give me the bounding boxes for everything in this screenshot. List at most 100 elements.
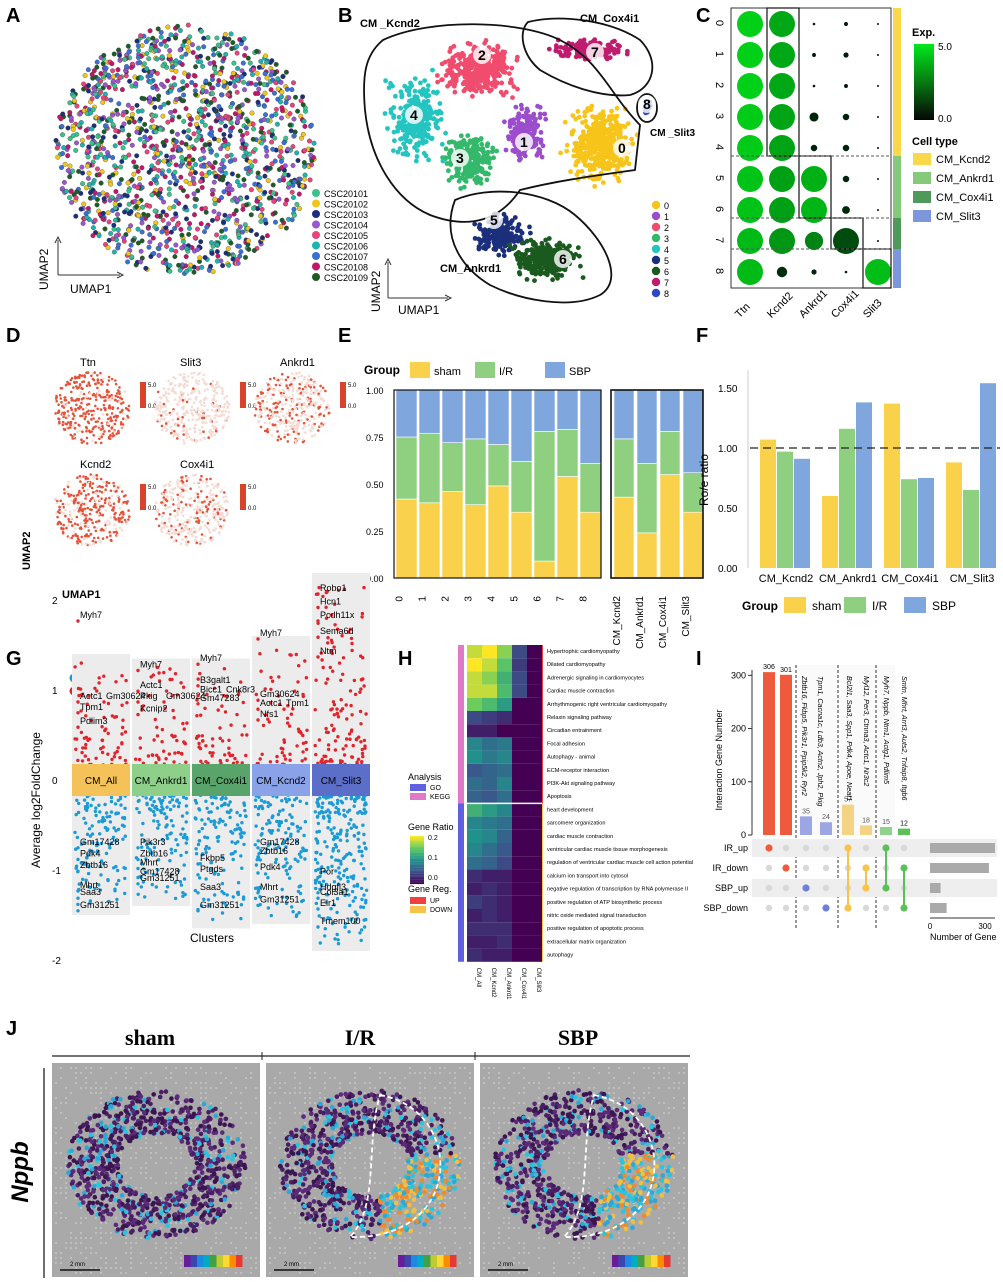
panel-a-cell-point [246, 238, 252, 244]
panel-a-cell-point [59, 186, 65, 192]
panel-a-cell-point [177, 87, 182, 93]
panel-d-cell-point [185, 436, 189, 440]
panel-d-cell-point [215, 420, 218, 424]
panel-b-cell-point [471, 137, 476, 143]
panel-d-cell-point [178, 373, 182, 376]
panel-a-cell-point [67, 174, 73, 180]
panel-b-cell-point [585, 106, 591, 111]
panel-a-cell-point [149, 118, 155, 123]
panel-b-cell-point [402, 83, 408, 89]
panel-c-dot [842, 206, 850, 214]
panel-a-cell-point [142, 121, 148, 127]
panel-d-cell-point [292, 430, 296, 434]
panel-a-cell-point [308, 122, 314, 128]
panel-a-cell-point [251, 205, 256, 211]
panel-a-cell-point [238, 249, 244, 255]
panel-d-cell-point [183, 382, 187, 386]
panel-d-cell-point [209, 420, 212, 424]
panel-b-cell-point [482, 171, 488, 177]
panel-a-cell-point [106, 174, 112, 180]
panel-c-celltype-bar [893, 218, 901, 249]
panel-b-cell-point [509, 65, 515, 71]
panel-a-cell-point [67, 100, 73, 106]
panel-b-cell-point [524, 113, 529, 119]
panel-a-cell-point [147, 232, 153, 238]
panel-c-dot [877, 116, 879, 118]
panel-b-legend-label: 2 [664, 223, 669, 233]
panel-d-cell-point [171, 418, 175, 422]
panel-d-cell-point [186, 375, 190, 378]
panel-a-cell-point [229, 74, 235, 80]
panel-a-cell-point [234, 179, 240, 185]
panel-a-cell-point [256, 64, 262, 70]
panel-c-row-label: 3 [713, 113, 725, 119]
panel-a-ylabel: UMAP2 [37, 248, 51, 290]
panel-a-cell-point [227, 133, 233, 139]
panel-d-cell-point [169, 382, 173, 386]
panel-b-cell-point [401, 141, 407, 147]
panel-a-cell-point [229, 46, 235, 52]
panel-a-cell-point [128, 223, 134, 229]
panel-b-cell-point [430, 116, 436, 121]
panel-d-cell-point [101, 424, 104, 428]
panel-a-cell-point [158, 104, 163, 110]
panel-a-cell-point [105, 245, 111, 251]
panel-b-cell-point [431, 89, 436, 95]
panel-a-cell-point [100, 99, 106, 105]
panel-d-cell-point [96, 407, 99, 411]
panel-d-cell-point [85, 429, 88, 433]
panel-a-cell-point [173, 96, 179, 102]
panel-a-cell-point [275, 76, 281, 82]
panel-c-row-label: 7 [713, 237, 725, 243]
panel-a-cell-point [192, 73, 198, 79]
panel-b-cell-point [571, 128, 576, 134]
panel-a-cell-point [140, 204, 146, 210]
panel-a-cell-point [278, 158, 284, 164]
panel-a-cell-point [191, 146, 197, 152]
panel-d-cell-point [318, 405, 322, 409]
panel-b-cell-point [447, 80, 453, 86]
panel-a-cell-point [63, 188, 69, 194]
panel-a-cell-point [191, 269, 197, 275]
panel-b-cell-point [524, 248, 530, 253]
panel-c-dot [812, 53, 816, 57]
panel-a-cell-point [244, 195, 250, 200]
panel-a-cell-point [211, 136, 217, 142]
panel-b-cell-point [474, 175, 479, 181]
panel-d-cell-point [81, 380, 84, 384]
panel-d-cell-point [174, 377, 177, 380]
panel-b-cell-point [600, 180, 606, 186]
panel-b-cell-point [576, 153, 582, 159]
panel-b-cell-point [484, 143, 490, 148]
panel-d-cell-point [96, 381, 100, 384]
panel-a-cell-point [217, 71, 223, 77]
panel-d-cell-point [287, 419, 291, 423]
panel-d-cell-point [159, 401, 162, 404]
panel-d-cell-point [100, 421, 104, 425]
panel-d-cell-point [211, 380, 215, 383]
panel-a-cell-point [250, 136, 256, 142]
panel-a-cell-point [89, 71, 95, 77]
panel-d-cell-point [254, 407, 258, 411]
panel-a-cell-point [147, 203, 153, 209]
panel-a-legend-swatch [312, 241, 320, 250]
panel-d-cell-point [281, 407, 284, 411]
panel-a-cell-point [106, 72, 112, 78]
panel-d-cell-point [182, 433, 185, 436]
panel-d-cell-point [90, 409, 93, 413]
panel-d-cell-point [191, 418, 194, 422]
panel-c-dot [877, 209, 879, 211]
panel-c-dot [810, 144, 818, 152]
panel-a-cell-point [53, 137, 59, 143]
panel-d-cell-point [119, 410, 122, 414]
panel-d-cell-point [96, 503, 100, 506]
panel-a-cell-point [78, 206, 84, 212]
panel-a-cell-point [94, 59, 100, 65]
panel-d-cell-point [126, 416, 130, 419]
panel-d-cell-point [92, 434, 95, 437]
panel-a-cell-point [134, 38, 140, 44]
panel-a-cell-point [229, 125, 235, 131]
panel-a-cell-point [153, 177, 158, 183]
panel-a-cell-point [291, 133, 297, 139]
panel-b-cell-point [391, 148, 396, 154]
